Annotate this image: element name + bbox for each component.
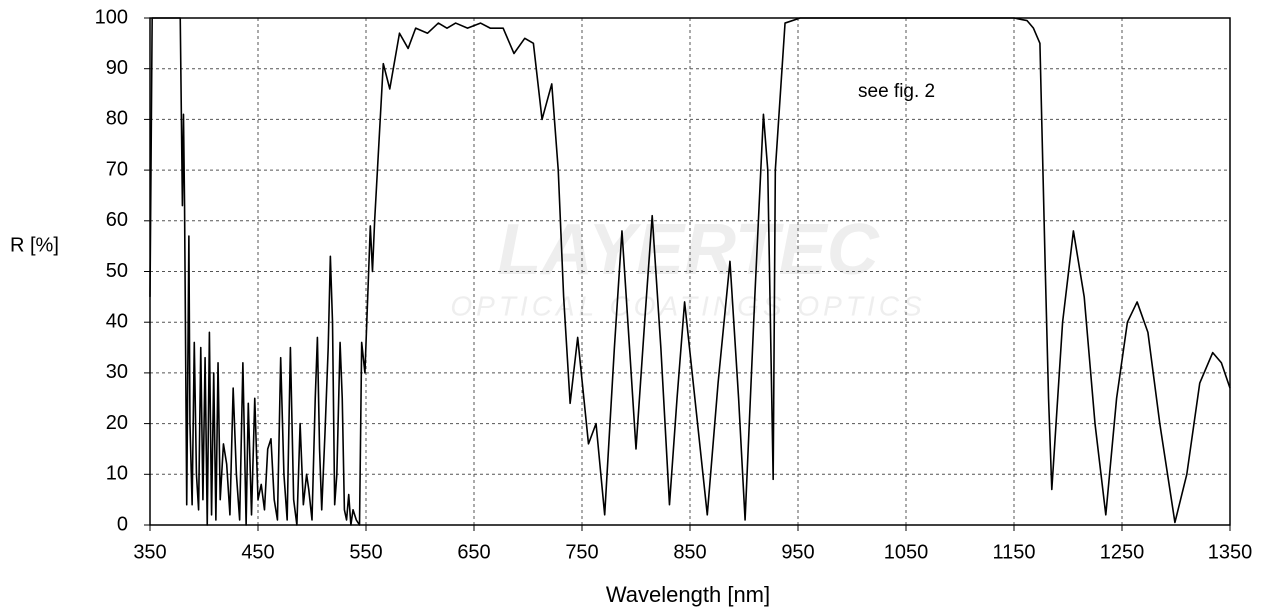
x-tick-label: 650 xyxy=(457,541,490,563)
x-tick-label: 450 xyxy=(241,541,274,563)
y-tick-label: 20 xyxy=(106,412,128,434)
data-line xyxy=(149,17,1231,526)
y-tick-label: 80 xyxy=(106,108,128,130)
x-tick-label: 950 xyxy=(781,541,814,563)
y-tick-label: 70 xyxy=(106,158,128,180)
y-tick-label: 50 xyxy=(106,260,128,282)
y-tick-label: 60 xyxy=(106,209,128,231)
x-tick-label: 1050 xyxy=(884,541,929,563)
watermark-text: OPTICAL COATINGS OPTICS xyxy=(450,290,925,321)
x-tick-label: 850 xyxy=(673,541,706,563)
x-tick-label: 350 xyxy=(133,541,166,563)
annotation: see fig. 2 xyxy=(858,81,935,102)
y-tick-label: 90 xyxy=(106,57,128,79)
x-tick-label: 1250 xyxy=(1100,541,1145,563)
y-tick-label: 30 xyxy=(106,361,128,383)
x-axis-label: Wavelength [nm] xyxy=(606,582,770,607)
y-tick-label: 100 xyxy=(95,6,128,28)
x-tick-label: 1350 xyxy=(1208,541,1253,563)
watermark-logo: LAYERTEC xyxy=(497,210,879,290)
y-axis-label: R [%] xyxy=(10,234,59,256)
x-tick-label: 1150 xyxy=(992,541,1035,563)
y-tick-label: 10 xyxy=(106,463,128,485)
y-tick-label: 40 xyxy=(106,310,128,332)
x-tick-label: 750 xyxy=(565,541,598,563)
y-tick-label: 0 xyxy=(117,513,128,535)
x-tick-label: 550 xyxy=(349,541,382,563)
